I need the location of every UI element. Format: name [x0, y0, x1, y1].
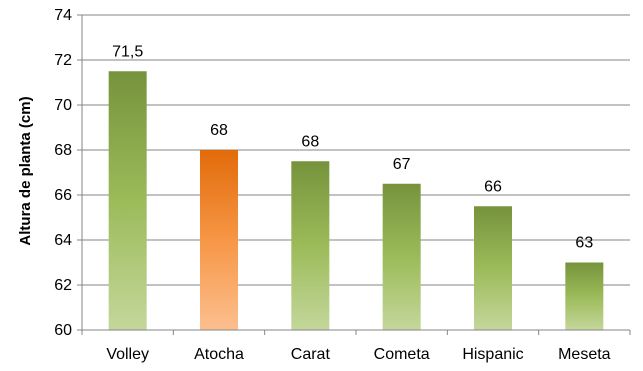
- bar-cometa: [382, 183, 421, 330]
- y-tick-label: 62: [54, 277, 72, 294]
- data-label: 67: [393, 156, 411, 173]
- data-label: 68: [210, 122, 228, 139]
- x-tick-label: Carat: [291, 346, 331, 363]
- y-tick-label: 72: [54, 52, 72, 69]
- bar-meseta: [565, 262, 604, 330]
- x-tick-label: Hispanic: [462, 346, 523, 363]
- data-label: 71,5: [112, 43, 143, 60]
- y-tick-label: 68: [54, 142, 72, 159]
- gridlines: [82, 14, 630, 286]
- bar-carat: [291, 161, 330, 330]
- y-tick-label: 64: [54, 232, 72, 249]
- axes: [77, 14, 631, 335]
- y-tick-label: 60: [54, 322, 72, 339]
- data-label: 63: [575, 235, 593, 252]
- y-tick-label: 74: [54, 7, 72, 24]
- labels: 60 62 64 66 68 70 72 74 Volley 71,5 Atocha 68 Carat 6…: [54, 7, 610, 363]
- bar-hispanic: [474, 206, 512, 330]
- x-tick-label: Meseta: [558, 346, 611, 363]
- bars: [108, 71, 604, 330]
- y-axis-title: Altura de planta (cm): [17, 96, 34, 245]
- bar-atocha: [200, 150, 238, 330]
- data-label: 66: [484, 178, 502, 195]
- data-label: 68: [301, 133, 319, 150]
- y-tick-label: 70: [54, 97, 72, 114]
- x-tick-label: Atocha: [194, 346, 244, 363]
- y-tick-label: 66: [54, 187, 72, 204]
- bar-volley: [108, 71, 147, 330]
- x-tick-label: Cometa: [374, 346, 430, 363]
- x-tick-label: Volley: [106, 346, 149, 363]
